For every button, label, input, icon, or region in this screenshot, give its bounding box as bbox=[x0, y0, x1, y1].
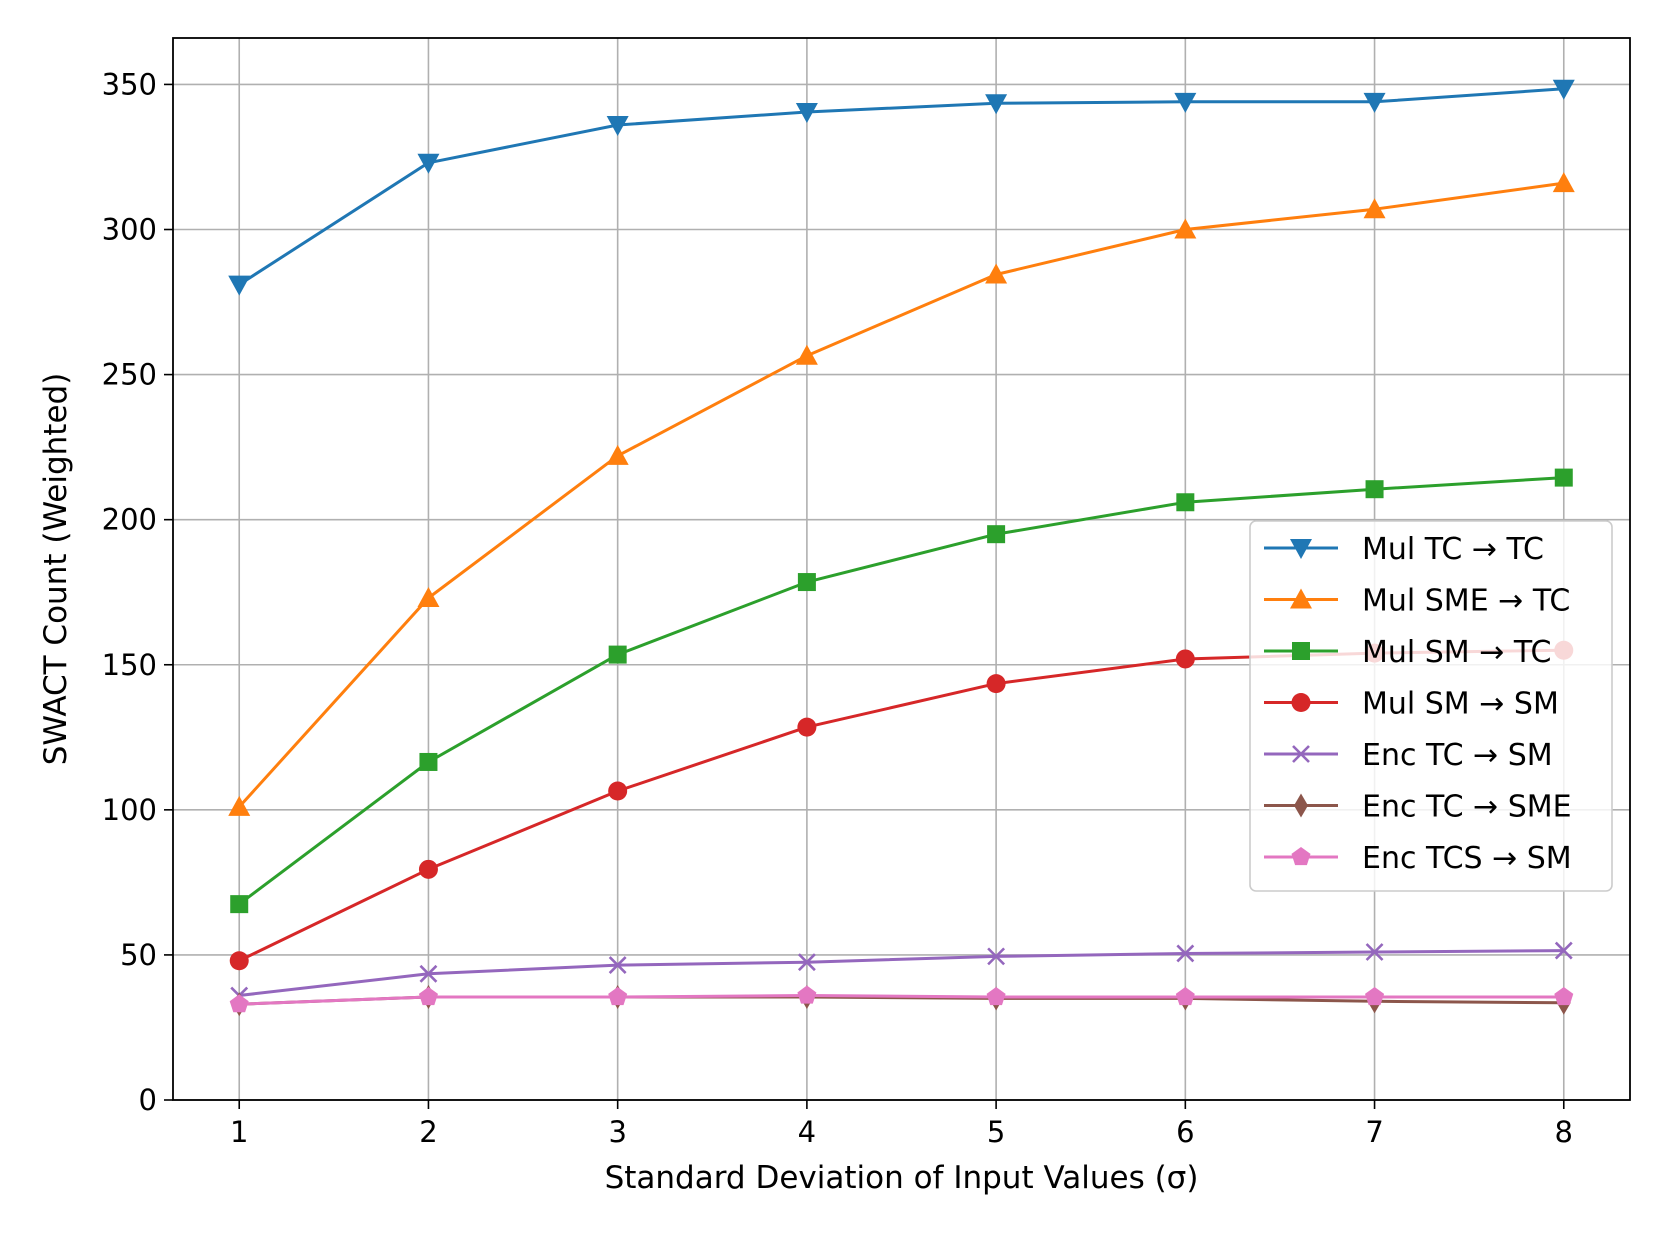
legend-item: Enc TC → SME bbox=[1264, 790, 1572, 825]
series-line bbox=[238, 476, 1564, 906]
legend-label: Mul SM → TC bbox=[1362, 635, 1551, 670]
legend-marker bbox=[1291, 847, 1311, 866]
data-point bbox=[419, 752, 438, 771]
x-tick-label: 4 bbox=[798, 1115, 816, 1149]
data-point bbox=[417, 587, 440, 608]
x-tick-label: 2 bbox=[419, 1115, 437, 1149]
series-line bbox=[238, 87, 1564, 286]
axis-ticks: 1 2 3 4 5 6 7 8 0 50 100 150 200 250 300 350 bbox=[102, 67, 1573, 1149]
series-0 bbox=[228, 79, 1575, 296]
series-1 bbox=[228, 172, 1575, 816]
data-point bbox=[418, 859, 438, 879]
data-point bbox=[1363, 198, 1386, 219]
data-point bbox=[1554, 987, 1574, 1006]
data-point bbox=[1554, 468, 1573, 487]
legend-item: Mul SM → SM bbox=[1264, 687, 1559, 722]
data-point bbox=[986, 987, 1006, 1006]
legend-item: Mul SME → TC bbox=[1264, 584, 1570, 619]
y-tick-label: 50 bbox=[120, 938, 157, 972]
data-point bbox=[229, 951, 249, 971]
data-point bbox=[1365, 943, 1384, 961]
series-2 bbox=[230, 468, 1573, 914]
legend-label: Enc TC → SM bbox=[1362, 738, 1553, 773]
y-tick-label: 0 bbox=[139, 1083, 157, 1117]
series-line bbox=[239, 994, 1564, 1006]
data-point bbox=[795, 102, 818, 123]
plot-frame bbox=[172, 37, 1631, 1101]
data-point bbox=[229, 994, 249, 1013]
data-point bbox=[1176, 493, 1195, 512]
x-tick-label: 6 bbox=[1176, 1115, 1194, 1149]
series-line bbox=[239, 949, 1564, 997]
y-tick-label: 350 bbox=[102, 67, 157, 101]
legend-marker bbox=[1292, 642, 1310, 660]
legend-label: Mul TC → TC bbox=[1362, 532, 1544, 567]
x-tick-label: 8 bbox=[1555, 1115, 1573, 1149]
series-line bbox=[238, 181, 1565, 808]
data-point bbox=[1552, 79, 1575, 100]
y-tick-label: 100 bbox=[102, 793, 157, 827]
legend-label: Mul SM → SM bbox=[1362, 687, 1559, 722]
series-6 bbox=[229, 985, 1574, 1013]
legend: Mul TC → TC Mul SME → TC Mul SM → TC Mul SM… bbox=[1249, 520, 1613, 892]
data-point bbox=[797, 985, 817, 1004]
y-tick-label: 300 bbox=[102, 213, 157, 247]
x-tick-label: 3 bbox=[608, 1115, 626, 1149]
data-point bbox=[1174, 92, 1197, 113]
legend-marker bbox=[1294, 793, 1308, 818]
legend-marker bbox=[1290, 539, 1312, 559]
legend-label: Mul SME → TC bbox=[1362, 584, 1570, 619]
data-point bbox=[1365, 480, 1384, 499]
data-point bbox=[985, 94, 1008, 115]
legend-item: Enc TCS → SM bbox=[1264, 841, 1572, 876]
data-point bbox=[987, 525, 1006, 544]
data-point bbox=[228, 275, 251, 296]
data-point bbox=[1174, 218, 1197, 239]
data-point bbox=[795, 344, 818, 365]
legend-marker bbox=[1291, 693, 1311, 712]
x-axis-label: Standard Deviation of Input Values (σ) bbox=[605, 1160, 1199, 1196]
data-point bbox=[608, 987, 628, 1006]
y-tick-label: 200 bbox=[102, 503, 157, 537]
data-point bbox=[1176, 944, 1195, 963]
legend-marker bbox=[1290, 588, 1312, 609]
legend-label: Enc TC → SME bbox=[1362, 790, 1572, 825]
data-point bbox=[418, 987, 438, 1006]
data-point bbox=[608, 956, 627, 974]
data-point bbox=[419, 964, 438, 983]
grid-lines bbox=[173, 38, 1630, 1101]
data-point bbox=[228, 795, 251, 816]
legend-item: Enc TC → SM bbox=[1264, 738, 1553, 773]
data-point bbox=[797, 717, 817, 737]
data-point bbox=[797, 573, 816, 592]
legend-box bbox=[1249, 520, 1613, 892]
data-point bbox=[986, 674, 1006, 694]
legend-item: Mul TC → TC bbox=[1264, 532, 1544, 567]
legend-item: Mul SM → TC bbox=[1264, 635, 1551, 670]
data-point bbox=[1363, 92, 1386, 113]
data-point bbox=[1365, 987, 1385, 1006]
data-point bbox=[606, 116, 629, 137]
data-point bbox=[606, 444, 629, 465]
x-tick-label: 5 bbox=[987, 1115, 1005, 1149]
data-point bbox=[1554, 941, 1573, 960]
data-point bbox=[230, 895, 249, 914]
legend-marker bbox=[1292, 745, 1310, 763]
data-point bbox=[1175, 987, 1195, 1006]
data-point bbox=[608, 645, 627, 664]
data-point bbox=[985, 263, 1008, 284]
x-tick-label: 1 bbox=[230, 1115, 248, 1149]
data-point bbox=[987, 947, 1006, 966]
data-point bbox=[1552, 172, 1575, 193]
legend-label: Enc TCS → SM bbox=[1362, 841, 1572, 876]
y-tick-label: 250 bbox=[102, 358, 157, 392]
data-point bbox=[417, 153, 440, 174]
y-axis-label: SWACT Count (Weighted) bbox=[38, 373, 74, 766]
data-point bbox=[797, 953, 816, 972]
data-point bbox=[1175, 649, 1195, 669]
data-point bbox=[608, 781, 628, 801]
y-tick-label: 150 bbox=[102, 648, 157, 682]
x-tick-label: 7 bbox=[1365, 1115, 1383, 1149]
